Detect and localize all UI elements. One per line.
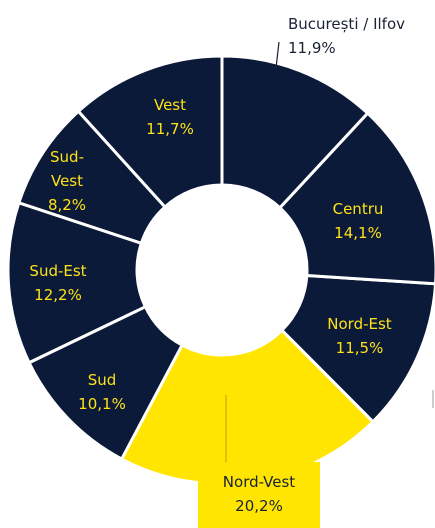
slice-value: 8,2% [47,196,87,214]
slice-name: Nord-Vest [222,473,296,491]
donut-slice [27,304,185,462]
slice-value: 10,1% [78,395,126,413]
donut-slice [16,109,168,246]
label-box [198,462,320,528]
leader-line [275,41,280,69]
slice-name: Nord-Est [327,315,392,333]
slice-value: 11,7% [146,120,194,138]
slice-value: 12,2% [34,286,82,304]
donut-slice [277,111,435,286]
donut-slice [220,54,370,210]
slice-label: Vest 11,7% [130,93,210,141]
slice-label: Sud-Est 12,2% [18,259,98,307]
slice-value: 14,1% [334,224,382,242]
donut-slice [279,273,435,424]
slice-value: 20,2% [235,497,283,515]
slice-value: 11,9% [288,39,336,57]
slice-label: Sud 10,1% [62,368,142,416]
slice-value: 11,5% [335,339,384,357]
slice-name: București / Ilfov [288,15,405,33]
slice-name: Sud-Vest [50,148,84,190]
slice-name: Sud-Est [29,262,87,280]
slice-label: București / Ilfov 11,9% [288,12,433,60]
slice-name: Vest [153,96,187,114]
slice-label: Sud-Vest 8,2% [40,145,94,217]
slice-label: Nord-Vest 20,2% [198,470,320,518]
slice-label: Nord-Est 11,5% [312,312,407,360]
slice-name: Sud [87,371,117,389]
slice-name: Centru [332,200,384,218]
slice-label: Centru 14,1% [318,197,398,245]
